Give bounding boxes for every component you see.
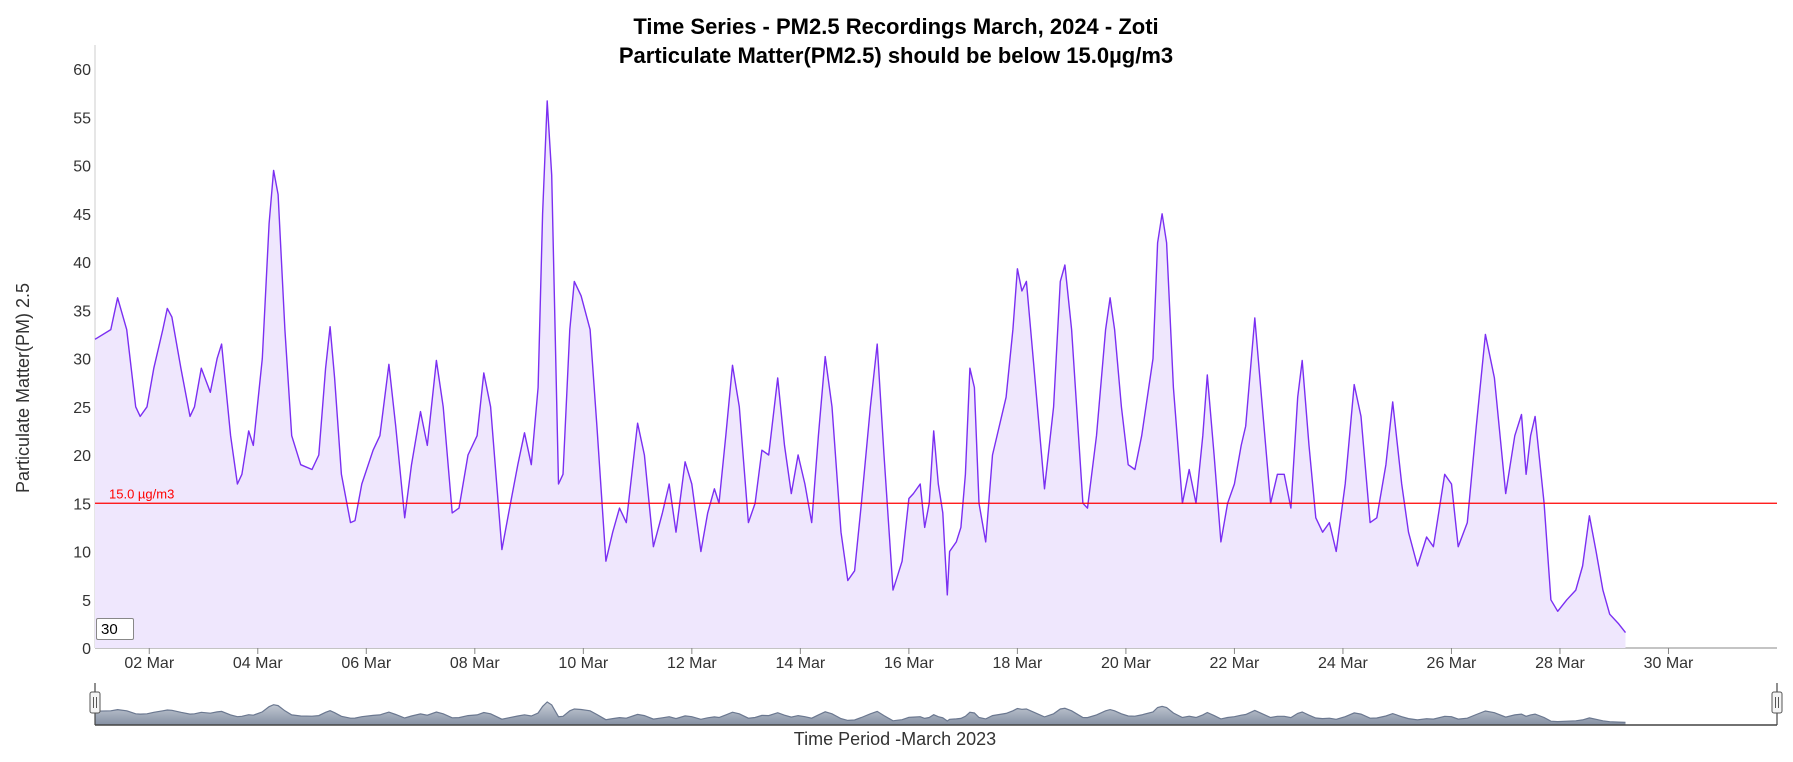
y-tick-label: 25 — [73, 400, 91, 417]
y-axis: 0 5 10 15 20 25 30 35 40 45 50 55 60 — [73, 45, 96, 658]
x-tick-label: 30 Mar — [1644, 655, 1694, 672]
x-tick-label: 22 Mar — [1210, 655, 1260, 672]
y-tick-label: 20 — [73, 448, 91, 465]
range-navigator[interactable] — [89, 683, 1783, 726]
x-tick-label: 28 Mar — [1535, 655, 1585, 672]
y-tick-label: 30 — [73, 352, 91, 369]
y-axis-title: Particulate Matter(PM) 2.5 — [13, 283, 33, 493]
plot-area — [94, 100, 1627, 648]
y-tick-label: 50 — [73, 159, 91, 176]
y-tick-label: 45 — [73, 207, 91, 224]
y-tick-label: 55 — [73, 110, 91, 127]
x-tick-label: 12 Mar — [667, 655, 717, 672]
x-axis-title: Time Period -March 2023 — [794, 729, 996, 749]
y-tick-label: 60 — [73, 62, 91, 79]
x-tick-label: 20 Mar — [1101, 655, 1151, 672]
x-tick-label: 18 Mar — [992, 655, 1042, 672]
x-axis: 02 Mar 04 Mar 06 Mar 08 Mar 10 Mar 12 Mar 14 M… — [95, 647, 1777, 672]
x-tick-label: 16 Mar — [884, 655, 934, 672]
navigator-right-handle[interactable] — [1771, 691, 1783, 714]
threshold-group: 15.0 µg/m3 — [95, 486, 1777, 504]
x-tick-label: 04 Mar — [233, 655, 283, 672]
x-tick-label: 02 Mar — [124, 655, 174, 672]
y-tick-label: 10 — [73, 545, 91, 562]
navigator-line — [94, 701, 1626, 723]
chart-title: Time Series - PM2.5 Recordings March, 20… — [633, 14, 1158, 39]
x-tick-label: 14 Mar — [775, 655, 825, 672]
y-tick-label: 15 — [73, 496, 91, 513]
series-line — [94, 100, 1627, 634]
y-tick-label: 0 — [82, 641, 91, 658]
x-tick-label: 26 Mar — [1427, 655, 1477, 672]
y-tick-label: 5 — [82, 593, 91, 610]
navigator-left-handle[interactable] — [89, 691, 101, 714]
y-tick-label: 40 — [73, 255, 91, 272]
series-area — [95, 101, 1626, 648]
rolling-period-input[interactable] — [96, 618, 134, 640]
x-tick-label: 10 Mar — [558, 655, 608, 672]
y-tick-label: 35 — [73, 303, 91, 320]
chart-subtitle: Particulate Matter(PM2.5) should be belo… — [619, 43, 1173, 68]
navigator-area — [95, 702, 1626, 725]
threshold-label: 15.0 µg/m3 — [109, 486, 174, 501]
x-tick-label: 08 Mar — [450, 655, 500, 672]
x-tick-label: 06 Mar — [341, 655, 391, 672]
x-tick-label: 24 Mar — [1318, 655, 1368, 672]
